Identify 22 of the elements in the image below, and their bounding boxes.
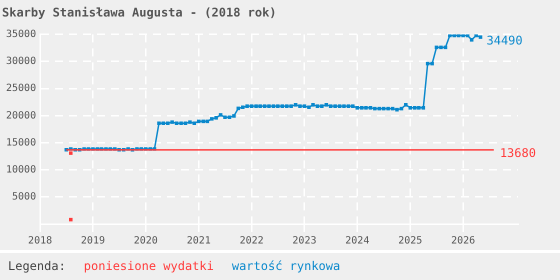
legend-title: Legenda: [8,259,66,273]
y-tick-label: 30000 [6,56,36,68]
y-tick-label: 35000 [6,28,36,40]
x-tick-label: 2024 [345,236,370,247]
x-tick-label: 2021 [186,236,211,247]
x-tick-label: 2019 [80,236,105,247]
x-tick-label: 2025 [398,236,422,247]
data-label: 13680 [500,146,536,160]
y-tick-label: 25000 [6,83,36,94]
y-tick-label: 5000 [12,192,36,203]
y-tick-label: 20000 [6,110,36,122]
chart-title: Skarby Stanisława Augusta - (2018 rok) [2,5,277,20]
data-label: 34490 [486,33,523,48]
text: poniesione wydatki [84,259,214,273]
x-tick-label: 2023 [292,236,317,247]
x-tick-label: 2026 [451,236,476,247]
x-tick-label: 2022 [240,236,264,247]
y-tick-label: 15000 [6,137,36,148]
y-tick-label: 10000 [6,164,36,176]
x-tick-label: 2018 [28,236,52,247]
x-tick-label: 2020 [134,236,158,247]
text: wartość rynkowa [232,259,340,273]
